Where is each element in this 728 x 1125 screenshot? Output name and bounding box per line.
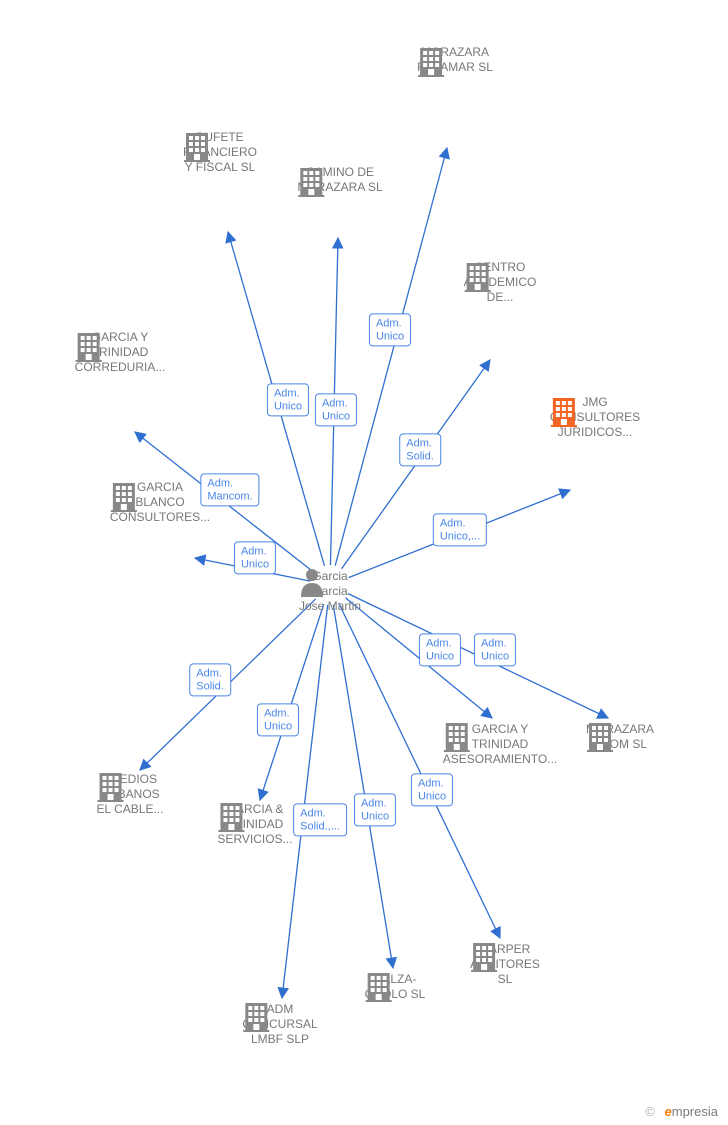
- edge-label: Adm. Unico: [419, 633, 461, 666]
- edge-label: Adm. Unico: [234, 541, 276, 574]
- edges-layer: [0, 0, 728, 1125]
- edge-label: Adm. Solid.,...: [293, 803, 347, 836]
- edge-label: Adm. Mancom.: [200, 473, 259, 506]
- edge-label: Adm. Unico: [267, 383, 309, 416]
- footer-attribution: © empresia: [645, 1104, 718, 1119]
- brand-rest: mpresia: [672, 1104, 718, 1119]
- brand-first-letter: e: [665, 1104, 672, 1119]
- edge-line: [333, 605, 393, 968]
- edge-label: Adm. Unico: [474, 633, 516, 666]
- edge-label: Adm. Unico,...: [433, 513, 487, 546]
- edge-line: [335, 148, 447, 566]
- edge-label: Adm. Unico: [257, 703, 299, 736]
- edge-label: Adm. Unico: [411, 773, 453, 806]
- edge-label: Adm. Unico: [315, 393, 357, 426]
- copyright-symbol: ©: [645, 1104, 655, 1119]
- edge-label: Adm. Solid.: [189, 663, 231, 696]
- edge-label: Adm. Unico: [369, 313, 411, 346]
- edge-line: [260, 604, 324, 800]
- edge-label: Adm. Solid.: [399, 433, 441, 466]
- edge-label: Adm. Unico: [354, 793, 396, 826]
